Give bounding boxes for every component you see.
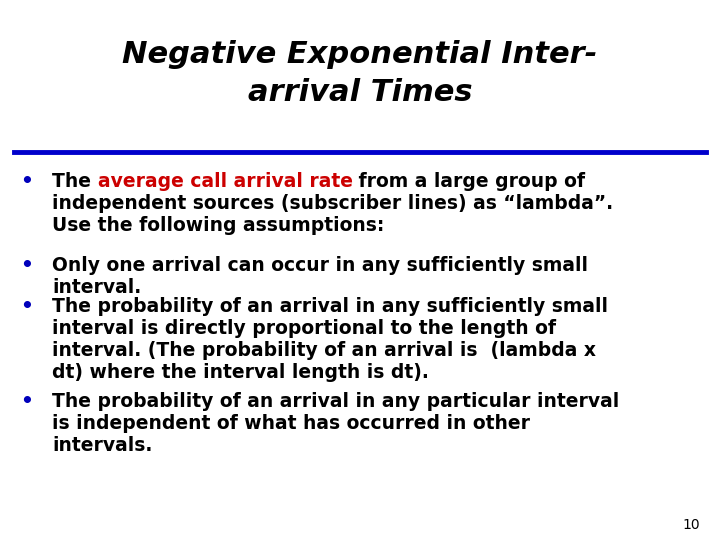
Text: •: • [20,255,33,275]
Text: •: • [20,172,33,191]
Text: from a large group of: from a large group of [353,172,585,191]
Text: •: • [20,298,33,316]
Text: interval is directly proportional to the length of: interval is directly proportional to the… [52,319,556,339]
Text: interval. (The probability of an arrival is  (lambda x: interval. (The probability of an arrival… [52,341,596,360]
Text: interval.: interval. [52,278,141,296]
Text: average call arrival rate: average call arrival rate [97,172,353,191]
Text: The probability of an arrival in any particular interval: The probability of an arrival in any par… [52,392,619,411]
Text: Use the following assumptions:: Use the following assumptions: [52,216,384,235]
Text: The: The [52,172,97,191]
Text: arrival Times: arrival Times [248,78,472,107]
Text: dt) where the interval length is dt).: dt) where the interval length is dt). [52,363,429,382]
Text: The probability of an arrival in any sufficiently small: The probability of an arrival in any suf… [52,298,608,316]
Text: intervals.: intervals. [52,436,153,455]
Text: independent sources (subscriber lines) as “lambda”.: independent sources (subscriber lines) a… [52,194,613,213]
Text: 10: 10 [683,518,700,532]
Text: Only one arrival can occur in any sufficiently small: Only one arrival can occur in any suffic… [52,255,588,275]
Text: is independent of what has occurred in other: is independent of what has occurred in o… [52,414,530,433]
Text: •: • [20,392,33,411]
Text: Negative Exponential Inter-: Negative Exponential Inter- [122,40,598,69]
